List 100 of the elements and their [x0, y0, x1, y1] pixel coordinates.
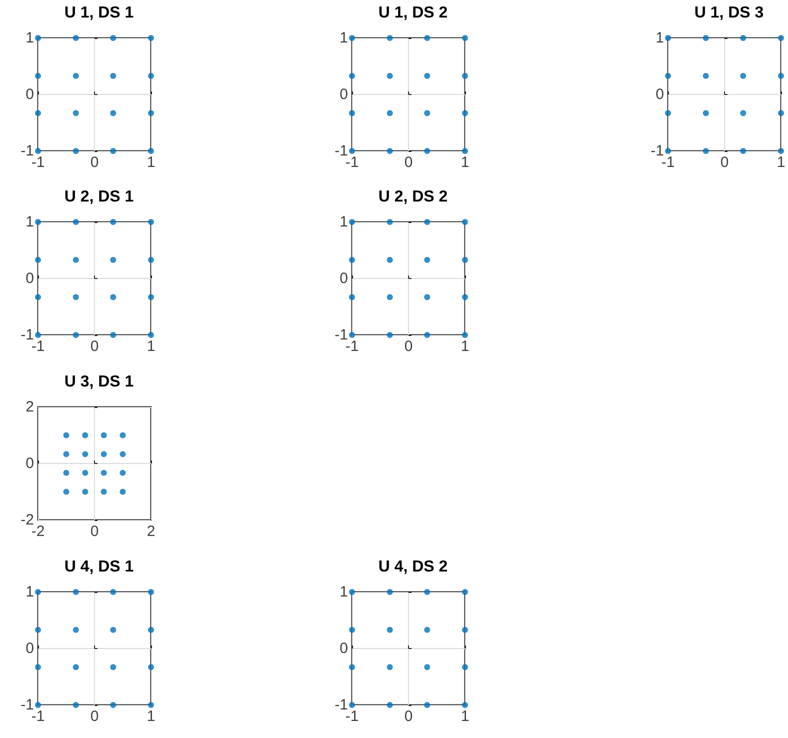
point [386, 332, 393, 338]
chart-title: U 1, DS 3 [694, 4, 764, 22]
point [35, 35, 41, 41]
point [110, 72, 116, 79]
y-tick-label: -1 [20, 696, 34, 714]
point [148, 332, 154, 338]
point [349, 110, 355, 116]
point [120, 470, 126, 476]
point [386, 110, 393, 116]
point [72, 256, 79, 263]
point [386, 35, 393, 41]
point [665, 110, 671, 116]
point [462, 72, 468, 79]
point [72, 294, 79, 300]
y-tick-label: 1 [656, 30, 664, 46]
point [35, 664, 41, 670]
point [778, 148, 784, 154]
point [665, 35, 671, 41]
point [424, 256, 430, 263]
y-tick-label: -1 [334, 326, 348, 344]
x-tick-label: 1 [146, 708, 156, 725]
point [72, 702, 79, 708]
y-tick-label: 1 [340, 584, 348, 600]
point [63, 470, 70, 476]
y-tick-label: -2 [20, 512, 34, 528]
point [462, 294, 468, 300]
y-tick-label: 1 [26, 214, 34, 230]
y-tick-label: 0 [656, 86, 664, 103]
point [148, 256, 154, 263]
x-tick-label: 0 [90, 708, 99, 725]
point [35, 72, 41, 79]
x-tick-label: 1 [460, 338, 470, 355]
point [424, 35, 430, 41]
point [424, 702, 430, 708]
point [424, 294, 430, 300]
point [110, 332, 116, 338]
chart-title: U 4, DS 1 [64, 558, 134, 576]
point [424, 72, 430, 79]
point [349, 35, 355, 41]
point [349, 664, 355, 670]
point [148, 219, 154, 225]
point [462, 256, 468, 263]
point [424, 219, 430, 225]
point [386, 589, 393, 595]
y-tick-label: 0 [26, 640, 34, 657]
point [702, 110, 709, 116]
point [462, 332, 468, 338]
x-tick-label: 0 [90, 154, 99, 171]
point [462, 664, 468, 670]
point [82, 432, 88, 438]
point [35, 256, 41, 263]
point [778, 35, 784, 41]
point [148, 664, 154, 670]
point [110, 626, 116, 633]
x-tick-label: 0 [90, 338, 99, 355]
point [82, 451, 88, 458]
point [740, 72, 746, 79]
point [110, 664, 116, 670]
point [462, 626, 468, 633]
chart-title: U 2, DS 2 [378, 188, 448, 206]
point [120, 432, 126, 438]
point [72, 148, 79, 154]
chart-title: U 4, DS 2 [378, 558, 448, 576]
point [110, 702, 116, 708]
x-tick-label: 0 [90, 523, 99, 540]
point [386, 702, 393, 708]
point [462, 589, 468, 595]
point [386, 294, 393, 300]
point [72, 332, 79, 338]
point [100, 470, 107, 476]
y-tick-label: 0 [340, 86, 348, 103]
point [35, 148, 41, 154]
chart-title: U 1, DS 2 [378, 4, 448, 22]
y-tick-label: -1 [20, 326, 34, 344]
point [462, 35, 468, 41]
point [778, 110, 784, 116]
point [349, 589, 355, 595]
point [665, 148, 671, 154]
point [740, 148, 746, 154]
point [100, 451, 107, 458]
point [63, 488, 70, 495]
point [424, 332, 430, 338]
chart-title: U 3, DS 1 [64, 374, 134, 390]
point [110, 110, 116, 116]
y-tick-label: 0 [340, 640, 348, 657]
y-tick-label: 0 [26, 86, 34, 103]
y-tick-label: 1 [26, 584, 34, 600]
point [424, 626, 430, 633]
point [462, 110, 468, 116]
point [462, 702, 468, 708]
point [424, 589, 430, 595]
x-tick-label: 2 [146, 523, 156, 540]
x-tick-label: 0 [404, 154, 413, 171]
point [35, 110, 41, 116]
point [386, 219, 393, 225]
y-tick-label: -1 [20, 142, 34, 160]
point [35, 332, 41, 338]
point [148, 589, 154, 595]
y-tick-label: 0 [340, 270, 348, 287]
point [110, 589, 116, 595]
